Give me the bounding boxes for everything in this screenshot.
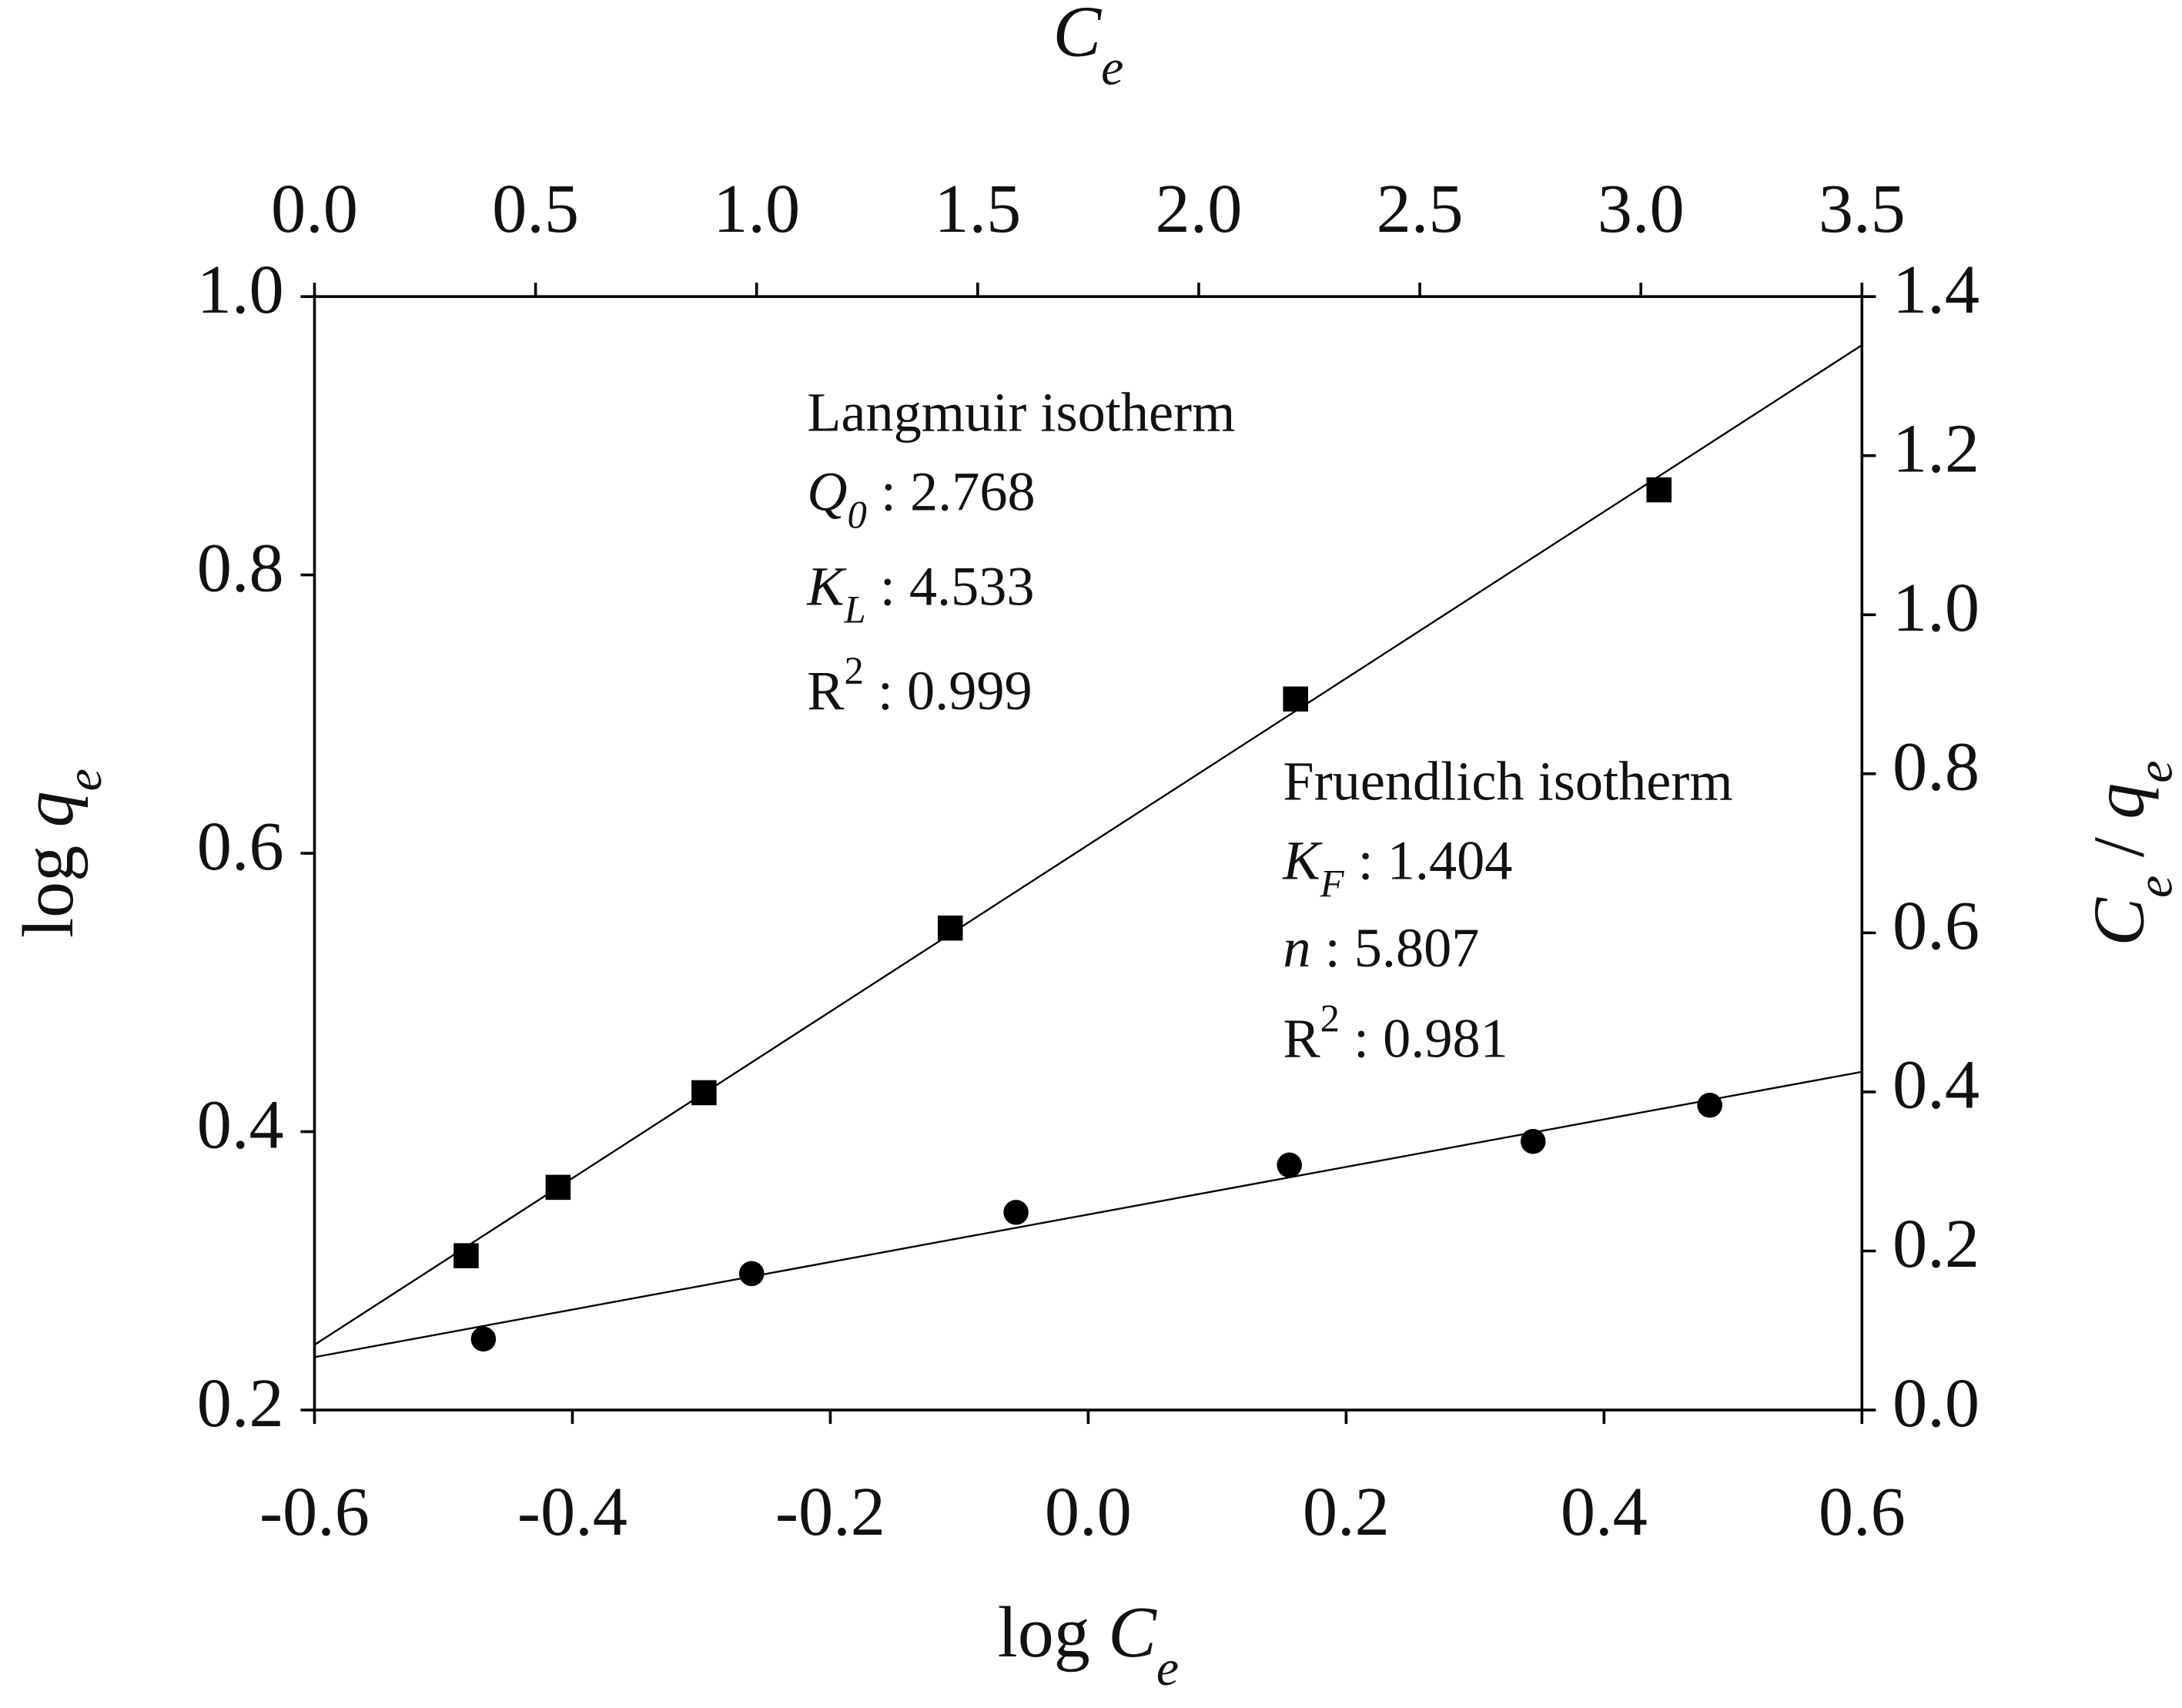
tick-label: 0.2 — [197, 1364, 284, 1442]
annotation-part: Q — [807, 460, 847, 522]
square-point — [1646, 477, 1672, 503]
tick-label: 0.4 — [197, 1085, 284, 1163]
annotation-part: Langmuir isotherm — [807, 381, 1235, 443]
annotation-part: : 5.807 — [1311, 917, 1480, 979]
tick-label: 0.6 — [1819, 1472, 1906, 1550]
annotation-part: F — [1320, 862, 1345, 905]
y2-axis-label: Ce / qe — [2079, 761, 2182, 946]
tick-label: 1.4 — [1893, 250, 1980, 328]
x2-axis-label: Ce — [1053, 0, 1123, 95]
annotation-part: : 0.999 — [864, 659, 1032, 721]
annotation: n : 5.807 — [1283, 917, 1479, 979]
annotation-part: K — [806, 555, 847, 617]
square-point — [1283, 686, 1308, 712]
plot-frame — [313, 295, 1864, 1412]
tick-label: 3.0 — [1598, 169, 1685, 247]
x2-axis-label-part: e — [1101, 39, 1123, 95]
y2-axis-label-part: q — [2079, 783, 2159, 819]
y2-axis-label-part: C — [2079, 897, 2159, 946]
annotation-part: : 0.981 — [1340, 1007, 1508, 1069]
annotation-part: R — [1283, 1007, 1320, 1069]
y-axis-label-part: e — [55, 769, 112, 791]
square-point — [937, 915, 963, 941]
annotation-part: R — [807, 659, 845, 721]
annotation: Fruendlich isotherm — [1283, 750, 1732, 812]
tick-label: 0.2 — [1893, 1204, 1980, 1282]
tick-label: 2.0 — [1155, 169, 1242, 247]
tick-label: 1.5 — [934, 169, 1021, 247]
annotation-part: Fruendlich isotherm — [1283, 750, 1732, 812]
y2-axis-label-part: e — [2127, 876, 2182, 898]
y2-axis-label-part: / — [2079, 819, 2159, 876]
circle-point — [1697, 1092, 1722, 1118]
tick-label: 1.0 — [1893, 568, 1980, 646]
annotation-part: K — [1282, 829, 1323, 891]
x-axis-label-part: log — [998, 1592, 1109, 1673]
y-axis-label-part: log — [8, 827, 89, 938]
y2-axis-label-part: e — [2127, 761, 2182, 783]
annotation: Q0 : 2.768 — [807, 460, 1035, 536]
fit-line — [314, 1070, 1862, 1358]
tick-label: -0.6 — [259, 1472, 370, 1550]
annotation-part: 0 — [847, 493, 866, 536]
circle-point — [1520, 1128, 1546, 1154]
annotation: Langmuir isotherm — [807, 381, 1235, 443]
fit-line — [313, 344, 1862, 1346]
annotation: R2 : 0.999 — [807, 648, 1032, 721]
annotation-part: : 4.533 — [866, 555, 1035, 617]
tick-label: 0.8 — [1893, 728, 1980, 805]
square-point — [453, 1243, 479, 1268]
circle-point — [1003, 1200, 1029, 1225]
tick-label: 3.5 — [1819, 169, 1906, 247]
tick-label: 0.8 — [197, 528, 284, 606]
tick-label: 0.4 — [1561, 1472, 1648, 1550]
tick-label: 1.2 — [1893, 409, 1980, 487]
x-axis-label: log Ce — [998, 1592, 1179, 1696]
circle-point — [1277, 1152, 1302, 1178]
tick-label: 1.0 — [197, 250, 284, 328]
tick-label: -0.2 — [775, 1472, 885, 1550]
annotation-part: : 1.404 — [1344, 829, 1513, 891]
y-axis-label-part: q — [8, 791, 89, 827]
annotation-part: : 2.768 — [867, 460, 1036, 522]
x-axis-label-part: e — [1156, 1639, 1179, 1696]
annotation: KF : 1.404 — [1282, 829, 1512, 905]
tick-label: 0.6 — [1893, 886, 1980, 964]
tick-label: 0.2 — [1303, 1472, 1390, 1550]
annotation: R2 : 0.981 — [1283, 996, 1508, 1069]
tick-label: 0.0 — [271, 169, 358, 247]
x2-axis-label-part: C — [1053, 0, 1102, 72]
annotation-part: 2 — [1320, 996, 1340, 1040]
tick-label: 0.6 — [197, 807, 284, 885]
tick-label: 0.4 — [1893, 1046, 1980, 1124]
tick-label: 0.0 — [1045, 1472, 1132, 1550]
circle-point — [738, 1261, 765, 1287]
tick-label: 1.0 — [713, 169, 800, 247]
circle-point — [470, 1326, 497, 1352]
tick-label: 0.0 — [1893, 1364, 1980, 1442]
tick-label: -0.4 — [517, 1472, 627, 1550]
square-point — [545, 1174, 571, 1201]
annotation-part: 2 — [845, 648, 864, 692]
tick-label: 2.5 — [1377, 169, 1464, 247]
annotation-part: n — [1283, 917, 1310, 979]
annotation-part: L — [844, 588, 866, 631]
annotation: KL : 4.533 — [806, 555, 1034, 631]
square-point — [691, 1080, 717, 1106]
x-axis-label-part: C — [1108, 1592, 1157, 1673]
y-axis-label: log qe — [8, 769, 112, 938]
tick-label: 0.5 — [492, 169, 579, 247]
